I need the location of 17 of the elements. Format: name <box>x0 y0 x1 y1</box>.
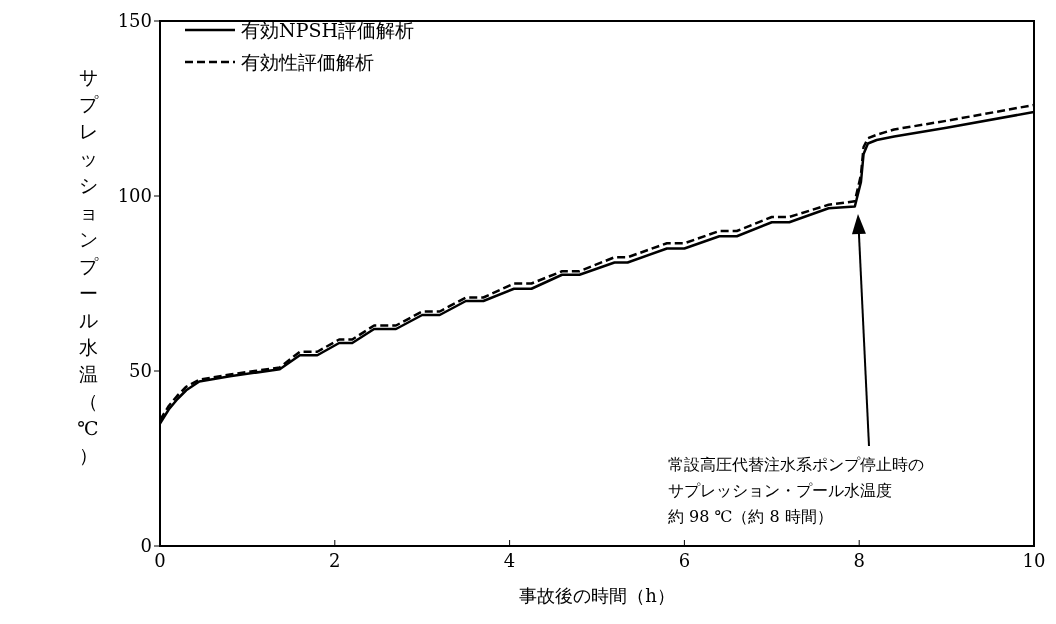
text: サプレッションプール水温（℃） <box>77 66 99 466</box>
x-tick-label: 6 <box>678 549 691 571</box>
y-tick-label: 50 <box>129 360 152 382</box>
y-tick-label: 150 <box>117 10 152 32</box>
legend-label: 有効NPSH評価解析 <box>241 19 414 41</box>
y-tick-label: 100 <box>117 185 152 207</box>
x-tick-label: 0 <box>154 549 166 571</box>
x-tick-label: 4 <box>503 549 516 571</box>
annotation: 約 98 ℃（約 8 時間） <box>668 506 834 528</box>
x-tick-label: 10 <box>1022 549 1046 571</box>
legend-label: 有効性評価解析 <box>241 51 374 73</box>
x-tick-label: 8 <box>853 549 865 571</box>
y-tick-label: 0 <box>140 535 152 557</box>
annotation: 常設高圧代替注水系ポンプ停止時の <box>668 454 924 476</box>
x-tick-label: 2 <box>329 549 341 571</box>
x-axis-title: 事故後の時間（h） <box>519 585 675 606</box>
annotation: サプレッション・プール水温度 <box>668 480 893 502</box>
